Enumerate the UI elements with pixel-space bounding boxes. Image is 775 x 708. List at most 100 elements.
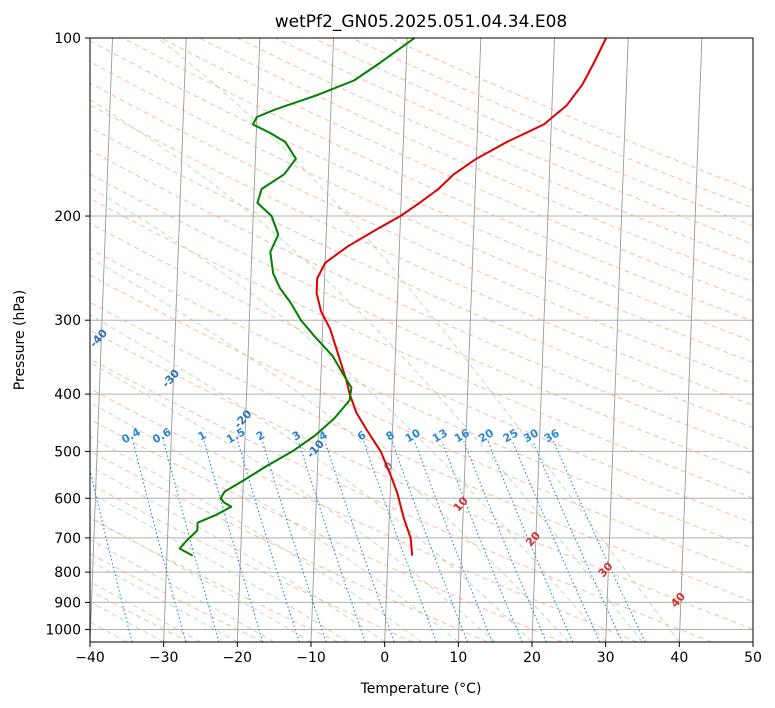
x-tick-label: 40 <box>670 650 688 666</box>
moist-adiabat-line <box>90 256 570 642</box>
mixing-ratio-label: 8 <box>384 428 397 443</box>
moist-adiabat-line <box>90 516 312 642</box>
adiabat-label: -30 <box>159 367 182 391</box>
moist-adiabat-line <box>90 538 275 642</box>
mixing-ratio-line <box>532 440 623 642</box>
dry-adiabat-line <box>90 82 753 385</box>
mixing-ratio-line <box>441 440 523 642</box>
y-tick-label: 600 <box>54 491 81 507</box>
dry-adiabat-line <box>122 38 753 322</box>
mixing-ratio-line <box>297 440 366 642</box>
dry-adiabat-line <box>90 418 563 642</box>
dry-adiabat-line <box>90 388 638 642</box>
mixing-ratio-label: 25 <box>501 426 521 445</box>
y-tick-label: 700 <box>54 531 81 547</box>
mixing-ratio-label: 3 <box>290 428 303 443</box>
x-tick-label: −20 <box>223 650 253 666</box>
adiabat-label: 30 <box>596 560 616 580</box>
mixing-ratio-label: 20 <box>476 426 496 445</box>
dry-adiabat-line <box>90 248 753 549</box>
mixing-ratio-label: 10 <box>403 426 423 445</box>
dry-adiabat-line <box>90 329 753 630</box>
y-axis-label: Pressure (hPa) <box>12 290 28 390</box>
dry-adiabat-line <box>275 38 753 245</box>
mixing-ratio-line <box>552 440 646 642</box>
mixing-ratio-line <box>324 440 395 642</box>
mixing-ratio-label: 0.1 <box>23 425 46 446</box>
adiabat-label: -40 <box>87 326 110 350</box>
y-tick-label: 400 <box>54 387 81 403</box>
isotherm-line <box>752 629 753 642</box>
x-tick-label: 50 <box>744 650 762 666</box>
isotherm-line <box>678 38 703 642</box>
mixing-ratio-line <box>237 440 300 642</box>
mixing-ratio-line <box>487 440 574 642</box>
dry-adiabat-line <box>90 553 264 642</box>
isotherm-line <box>384 38 408 642</box>
moist-adiabat-line <box>157 38 680 642</box>
mixing-ratio-line <box>90 468 133 642</box>
x-tick-label: 30 <box>597 650 615 666</box>
y-tick-label: 800 <box>54 565 81 581</box>
adiabat-label: 10 <box>451 494 471 514</box>
adiabat-label: 40 <box>668 590 688 610</box>
moist-adiabat-line <box>90 435 422 642</box>
adiabat-label: 20 <box>523 529 543 549</box>
x-tick-label: −10 <box>296 650 326 666</box>
mixing-ratio-label: 0.6 <box>150 425 174 446</box>
mixing-ratio-line <box>362 440 437 642</box>
dry-adiabat-line <box>313 38 753 227</box>
y-tick-label: 1000 <box>45 622 81 638</box>
moist-adiabat-line <box>90 560 238 642</box>
dry-adiabat-line <box>90 590 190 642</box>
moist-adiabat-line <box>90 492 349 642</box>
mixing-ratio-label: 1 <box>196 428 209 443</box>
dry-adiabat-line <box>389 38 753 191</box>
y-tick-label: 300 <box>54 313 81 329</box>
dry-adiabat-line <box>90 483 414 642</box>
dry-adiabat-line <box>90 40 753 343</box>
mixing-ratio-label: 16 <box>452 426 472 445</box>
moist-adiabat-line <box>90 401 459 642</box>
mixing-ratio-label: 36 <box>542 426 562 445</box>
mixing-ratio-line <box>511 440 601 642</box>
dry-adiabat-line <box>90 197 753 499</box>
moist-adiabat-line <box>90 361 496 642</box>
dry-adiabat-line <box>90 126 753 429</box>
x-tick-label: 0 <box>380 650 389 666</box>
isotherm-line <box>90 38 113 642</box>
isotherm-line <box>531 38 555 642</box>
mixing-ratio-label: 0.2 <box>70 425 93 446</box>
mixing-ratio-line <box>162 440 220 642</box>
dry-adiabat-line <box>90 222 753 524</box>
plot-frame <box>89 37 754 643</box>
dewpoint-line <box>178 38 416 557</box>
dry-adiabat-line <box>90 450 488 642</box>
mixing-ratio-line <box>391 440 469 642</box>
dry-adiabat-line <box>90 61 753 363</box>
dry-adiabat-line <box>90 301 753 603</box>
x-axis-label: Temperature (°C) <box>360 681 482 697</box>
mixing-ratio-label: 0.4 <box>119 425 143 446</box>
moist-adiabat-line <box>90 186 607 642</box>
mixing-ratio-label: 30 <box>521 426 541 445</box>
mixing-ratio-label: 2 <box>254 428 267 443</box>
y-tick-label: 200 <box>54 209 81 225</box>
isotherm-line <box>457 38 482 642</box>
x-tick-label: 20 <box>523 650 541 666</box>
x-tick-label: −30 <box>149 650 179 666</box>
x-tick-label: 10 <box>449 650 467 666</box>
dry-adiabat-line <box>198 38 753 283</box>
y-tick-label: 100 <box>54 31 81 47</box>
chart-title: wetPf2_GN05.2025.051.04.34.E08 <box>275 12 567 32</box>
dry-adiabat-line <box>90 173 753 475</box>
y-tick-label: 500 <box>54 444 81 460</box>
mixing-ratio-line <box>132 440 187 642</box>
temperature-line <box>315 38 607 556</box>
mixing-ratio-line <box>463 440 547 642</box>
mixing-ratio-line <box>203 440 264 642</box>
moist-adiabat-line <box>90 314 533 642</box>
isotherm-line <box>236 38 261 642</box>
x-tick-label: −40 <box>75 650 105 666</box>
